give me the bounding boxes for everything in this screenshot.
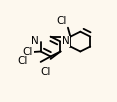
Text: Cl: Cl <box>23 47 33 57</box>
Text: Cl: Cl <box>56 16 66 26</box>
Text: Cl: Cl <box>18 56 28 66</box>
Text: Cl: Cl <box>40 67 50 77</box>
Text: N: N <box>31 36 39 46</box>
Text: N: N <box>62 36 70 46</box>
